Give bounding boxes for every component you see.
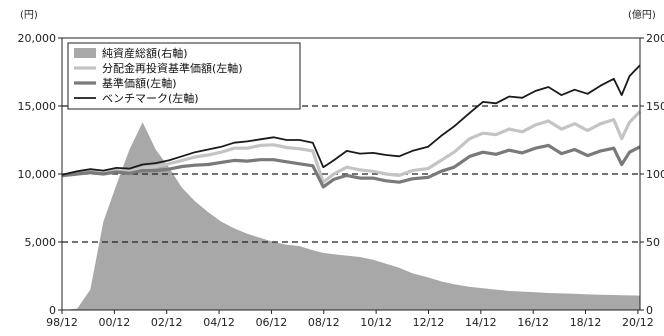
area-layer <box>62 122 640 310</box>
legend-label: ベンチマーク(左軸) <box>102 91 199 105</box>
legend: 純資産総額(右軸)分配金再投資基準価額(左軸)基準価額(左軸)ベンチマーク(左軸… <box>67 42 301 110</box>
x-tick-label: 16/12 <box>517 316 549 329</box>
right-tick-label: 200 <box>646 32 664 45</box>
left-axis-unit: (円) <box>20 10 38 21</box>
legend-box <box>67 42 301 110</box>
x-tick-label: 18/12 <box>570 316 602 329</box>
left-tick-label: 10,000 <box>18 168 57 181</box>
right-tick-label: 100 <box>646 168 664 181</box>
right-tick-label: 0 <box>646 304 653 317</box>
x-tick-label: 00/12 <box>99 316 131 329</box>
left-tick-label: 15,000 <box>18 100 57 113</box>
x-tick-label: 14/12 <box>465 316 497 329</box>
legend-swatch <box>74 48 96 58</box>
tick-layer: 0 5,000 10,000 15,000 20,000 0 50 100 150 200 98/1… <box>18 32 664 329</box>
grid-layer <box>62 105 640 243</box>
left-tick-label: 5,000 <box>25 236 57 249</box>
line-layer <box>61 64 642 189</box>
right-tick-label: 150 <box>646 100 664 113</box>
x-tick-label: 98/12 <box>46 316 78 329</box>
series-line-3 <box>61 64 641 176</box>
x-tick-label: 12/12 <box>413 316 445 329</box>
legend-label: 基準価額(左軸) <box>102 76 177 90</box>
x-tick-label: 04/12 <box>203 316 235 329</box>
legend-label: 純資産総額(右軸) <box>102 46 188 60</box>
x-tick-label: 02/12 <box>151 316 183 329</box>
series-line-2 <box>61 143 641 189</box>
left-tick-label: 20,000 <box>18 32 57 45</box>
x-tick-label: 06/12 <box>256 316 288 329</box>
legend-label: 分配金再投資基準価額(左軸) <box>102 61 243 75</box>
series-area-net-assets <box>62 122 640 310</box>
right-tick-label: 50 <box>646 236 660 249</box>
left-tick-label: 0 <box>49 304 56 317</box>
series-line-1 <box>61 110 642 184</box>
right-axis-unit: (億円) <box>628 8 656 21</box>
x-tick-label: 10/12 <box>360 316 392 329</box>
x-tick-label: 08/12 <box>308 316 340 329</box>
x-tick-label: 20/12 <box>622 316 654 329</box>
